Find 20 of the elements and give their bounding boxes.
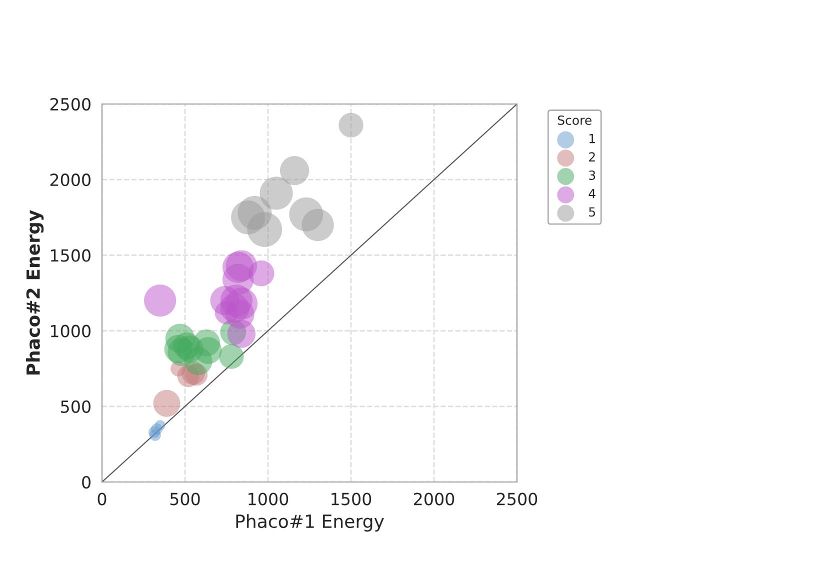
legend-title: Score — [558, 115, 592, 125]
x-tick-label: 1000 — [248, 492, 288, 506]
x-axis-title: Phaco#1 Energy — [236, 514, 384, 532]
legend-label: 2 — [589, 152, 595, 162]
x-tick-label: 1500 — [332, 492, 372, 506]
y-tick-label: 0 — [82, 476, 90, 489]
x-tick-label: 0 — [98, 492, 106, 506]
y-tick-label: 2500 — [50, 98, 90, 111]
y-tick-label: 500 — [61, 400, 90, 413]
legend-label: 3 — [589, 170, 596, 180]
legend-label: 4 — [588, 189, 596, 198]
y-tick-label: 2000 — [50, 174, 90, 186]
legend-label: 5 — [589, 207, 596, 217]
y-tick-label: 1000 — [50, 324, 90, 338]
y-axis-title: Phaco#2 Energy — [26, 210, 44, 375]
x-tick-label: 500 — [170, 492, 200, 506]
x-tick-label: 2500 — [497, 492, 538, 506]
legend-label: 1 — [590, 134, 595, 144]
x-tick-label: 2000 — [414, 492, 454, 506]
y-tick-label: 1500 — [50, 249, 90, 262]
